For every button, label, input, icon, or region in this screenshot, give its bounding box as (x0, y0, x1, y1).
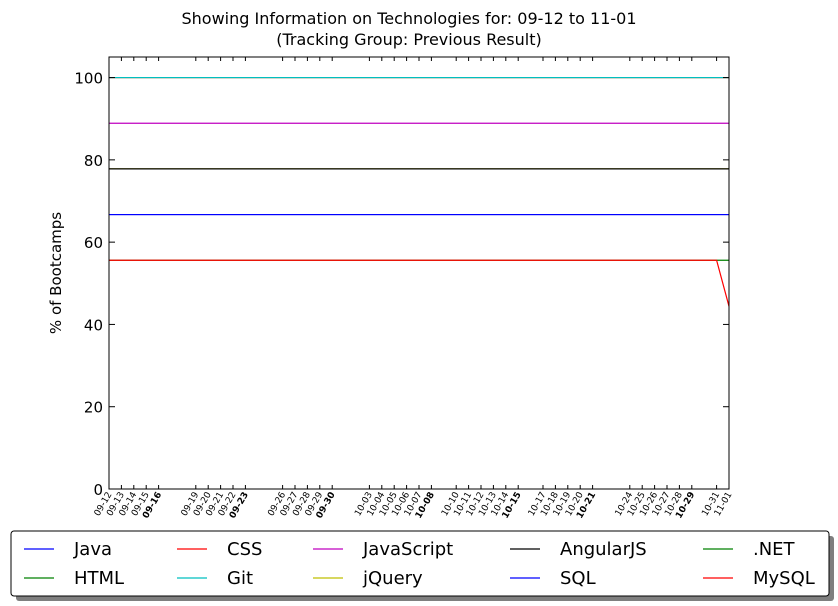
legend-label-2: CSS (227, 539, 262, 560)
chart-title: Showing Information on Technologies for:… (182, 9, 637, 28)
legend: Java HTML CSS Git JavaScript jQuery AngularJS S… (10, 530, 834, 601)
legend-label-1: HTML (74, 568, 124, 589)
legend-label-7: SQL (560, 568, 596, 589)
y-tick-label-3: 60 (84, 234, 103, 252)
chart-subtitle: (Tracking Group: Previous Result) (276, 30, 542, 49)
y-axis-label: % of Bootcamps (47, 212, 65, 334)
plot-series (109, 76, 730, 307)
legend-label-3: Git (227, 568, 253, 589)
legend-entries: Java HTML CSS Git JavaScript jQuery AngularJS S… (24, 539, 815, 589)
legend-label-5: jQuery (362, 568, 423, 589)
y-tick-label-1: 20 (84, 399, 103, 417)
y-tick-label-0: 0 (93, 481, 103, 499)
legend-label-0: Java (73, 539, 112, 560)
legend-label-8: .NET (753, 539, 796, 560)
legend-label-9: MySQL (753, 568, 815, 589)
y-tick-label-5: 100 (74, 70, 103, 88)
series-line-9 (109, 259, 730, 307)
y-tick-label-2: 40 (84, 316, 103, 334)
legend-label-4: JavaScript (362, 539, 453, 560)
y-tick-label-4: 80 (84, 152, 103, 170)
legend-frame (10, 530, 830, 597)
y-axis: 0 20 40 60 80 100 (74, 70, 729, 499)
legend-label-6: AngularJS (560, 539, 647, 560)
